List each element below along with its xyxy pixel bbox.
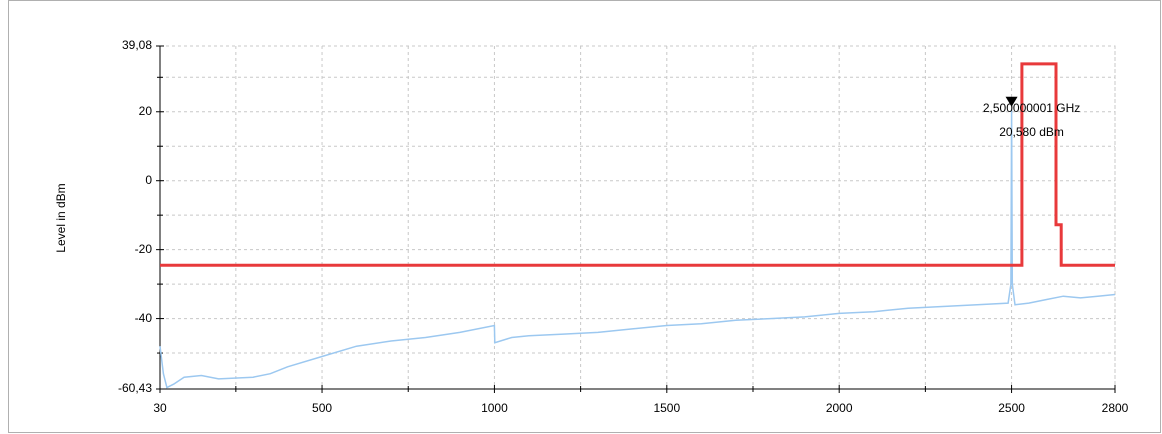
x-tick-label: 2800 (1102, 401, 1129, 415)
y-tick-label: -60,43 (118, 381, 152, 395)
x-tick-label: 1500 (653, 401, 680, 415)
marker (1005, 96, 1018, 107)
y-axis-label: Level in dBm (54, 183, 68, 252)
x-tick-label: 2500 (998, 401, 1025, 415)
series-line (160, 62, 1115, 267)
x-tick-label: 500 (312, 401, 332, 415)
y-tick-label: 39,08 (122, 38, 152, 52)
plot-area (159, 45, 1116, 390)
y-tick-label: -20 (135, 242, 153, 256)
x-tick-label: 30 (153, 401, 167, 415)
x-tick-label: 1000 (481, 401, 508, 415)
y-tick-label: 20 (139, 104, 153, 118)
series-line (159, 109, 1116, 389)
x-tick-label: 2000 (826, 401, 853, 415)
y-tick-label: -40 (135, 311, 153, 325)
y-tick-label: 0 (145, 173, 152, 187)
annotation-text: 20,580 dBm (999, 125, 1064, 139)
annotation-text: 2,500000001 GHz (983, 101, 1080, 115)
